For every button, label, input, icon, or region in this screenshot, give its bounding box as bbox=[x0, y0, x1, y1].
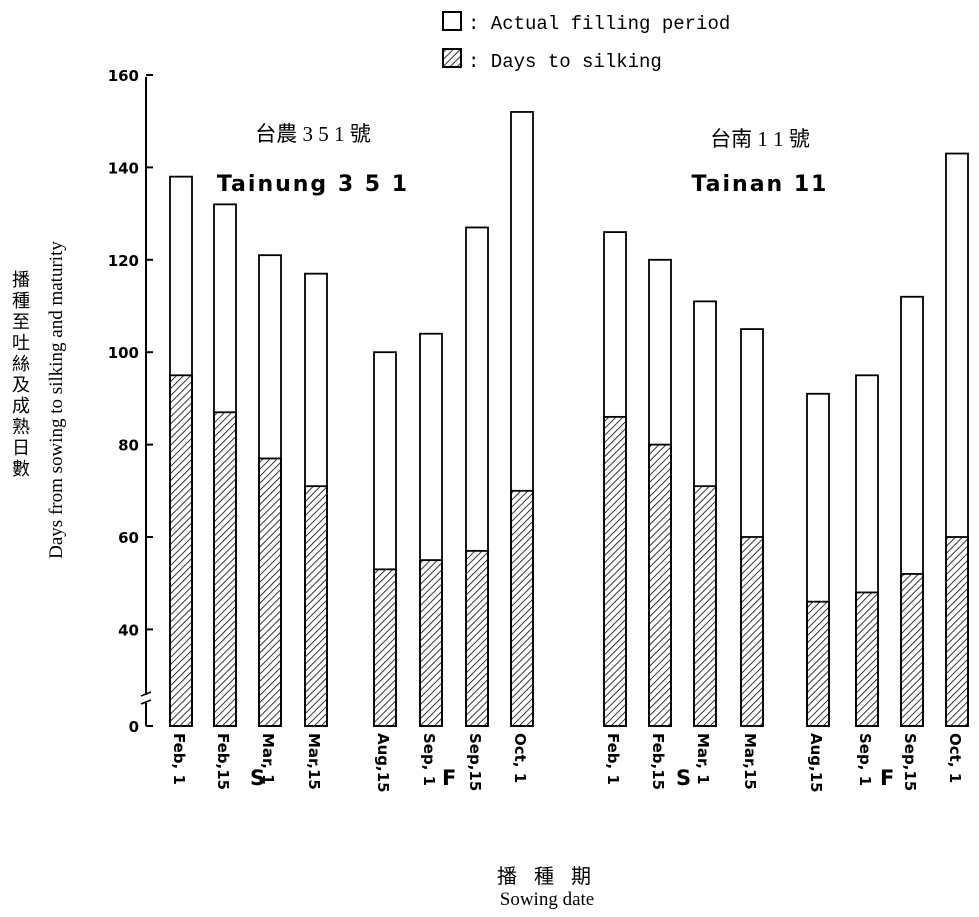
legend-swatch-hatched bbox=[442, 48, 462, 68]
y-tick-label: 60 bbox=[118, 529, 139, 547]
y-tick-label: 120 bbox=[108, 252, 139, 270]
group-title-en-tainan: Tainan 11 bbox=[691, 172, 828, 197]
x-tick-label: Mar,15 bbox=[305, 733, 323, 790]
x-tick-label: Sep, 1 bbox=[420, 733, 438, 786]
bar-days-to-silking bbox=[900, 573, 924, 727]
bar-days-to-silking bbox=[258, 457, 282, 727]
x-axis-label-zh: 播 種 期 bbox=[497, 865, 597, 888]
season-label-s-tainan: S bbox=[676, 766, 691, 790]
group-titles: 台農 3 5 1 號 Tainung 3 5 1 台南 1 1 號 Tainan… bbox=[217, 122, 828, 197]
y-axis-label-en: Days from sowing to silking and maturity bbox=[46, 241, 67, 559]
y-tick-label: 80 bbox=[118, 437, 139, 455]
x-tick-label: Aug,15 bbox=[374, 733, 392, 793]
y-tick-label: 40 bbox=[118, 621, 139, 639]
group-title-zh-tainan: 台南 1 1 號 bbox=[710, 127, 810, 151]
x-tick-label: Feb, 1 bbox=[170, 733, 188, 785]
bar-days-to-silking bbox=[693, 485, 717, 727]
group-title-en-tainung: Tainung 3 5 1 bbox=[217, 172, 409, 197]
x-tick-label: Sep,15 bbox=[466, 733, 484, 791]
y-axis-title: 播種至吐絲及成熟日數 Days from sowing to silking a… bbox=[10, 241, 67, 559]
bar-days-to-silking bbox=[510, 489, 534, 727]
y-tick-label: 140 bbox=[108, 159, 139, 177]
season-label-f-tainan: F bbox=[880, 766, 894, 790]
legend-label-filling: : Actual filling period bbox=[468, 13, 730, 35]
bar-days-to-silking bbox=[740, 536, 764, 727]
x-tick-label: Mar, 1 bbox=[694, 733, 712, 785]
x-tick-label: Feb,15 bbox=[649, 733, 667, 790]
x-tick-label: Sep, 1 bbox=[856, 733, 874, 786]
x-tick-label: Oct, 1 bbox=[946, 733, 964, 783]
group-title-zh-tainung: 台農 3 5 1 號 bbox=[255, 122, 371, 146]
bar-days-to-silking bbox=[373, 568, 397, 727]
x-tick-label: Mar,15 bbox=[741, 733, 759, 790]
y-ticks: 0 40 60 80 100 120 140 160 bbox=[108, 67, 153, 736]
x-tick-label: Sep,15 bbox=[901, 733, 919, 791]
bar-days-to-silking bbox=[603, 415, 627, 727]
bar-days-to-silking bbox=[465, 549, 489, 727]
y-axis bbox=[140, 77, 152, 726]
bar-days-to-silking bbox=[213, 411, 237, 727]
season-label-f-tainung: F bbox=[442, 766, 456, 790]
x-tick-labels: Feb, 1 Feb,15 Mar, 1 Mar,15 Aug,15 Sep, 1 Sep,… bbox=[170, 733, 964, 793]
bars bbox=[169, 111, 969, 727]
legend-swatch-open bbox=[442, 11, 462, 31]
bar-days-to-silking bbox=[169, 374, 193, 727]
x-axis-label-en: Sowing date bbox=[500, 889, 594, 910]
bar-days-to-silking bbox=[648, 443, 672, 727]
season-label-s-tainung: S bbox=[250, 766, 265, 790]
legend: : Actual filling period : Days to silkin… bbox=[442, 11, 730, 73]
y-tick-label: 0 bbox=[129, 718, 139, 736]
x-tick-label: Feb, 1 bbox=[604, 733, 622, 785]
x-axis-title: 播 種 期 Sowing date bbox=[497, 865, 597, 910]
bar-days-to-silking bbox=[945, 536, 969, 727]
y-axis-label-zh: 播種至吐絲及成熟日數 bbox=[10, 270, 30, 480]
legend-label-silking: : Days to silking bbox=[468, 51, 662, 73]
bar-days-to-silking bbox=[419, 559, 443, 727]
y-tick-label: 160 bbox=[108, 67, 139, 85]
x-tick-label: Feb,15 bbox=[214, 733, 232, 790]
x-tick-label: Oct, 1 bbox=[511, 733, 529, 783]
bar-days-to-silking bbox=[855, 591, 879, 727]
season-labels: S F S F bbox=[250, 766, 894, 790]
x-tick-label: Mar, 1 bbox=[259, 733, 277, 785]
bar-days-to-silking bbox=[806, 600, 830, 727]
axis-break-mark bbox=[140, 691, 152, 705]
x-tick-label: Aug,15 bbox=[807, 733, 825, 793]
y-tick-label: 100 bbox=[108, 344, 139, 362]
bar-days-to-silking bbox=[304, 485, 328, 727]
